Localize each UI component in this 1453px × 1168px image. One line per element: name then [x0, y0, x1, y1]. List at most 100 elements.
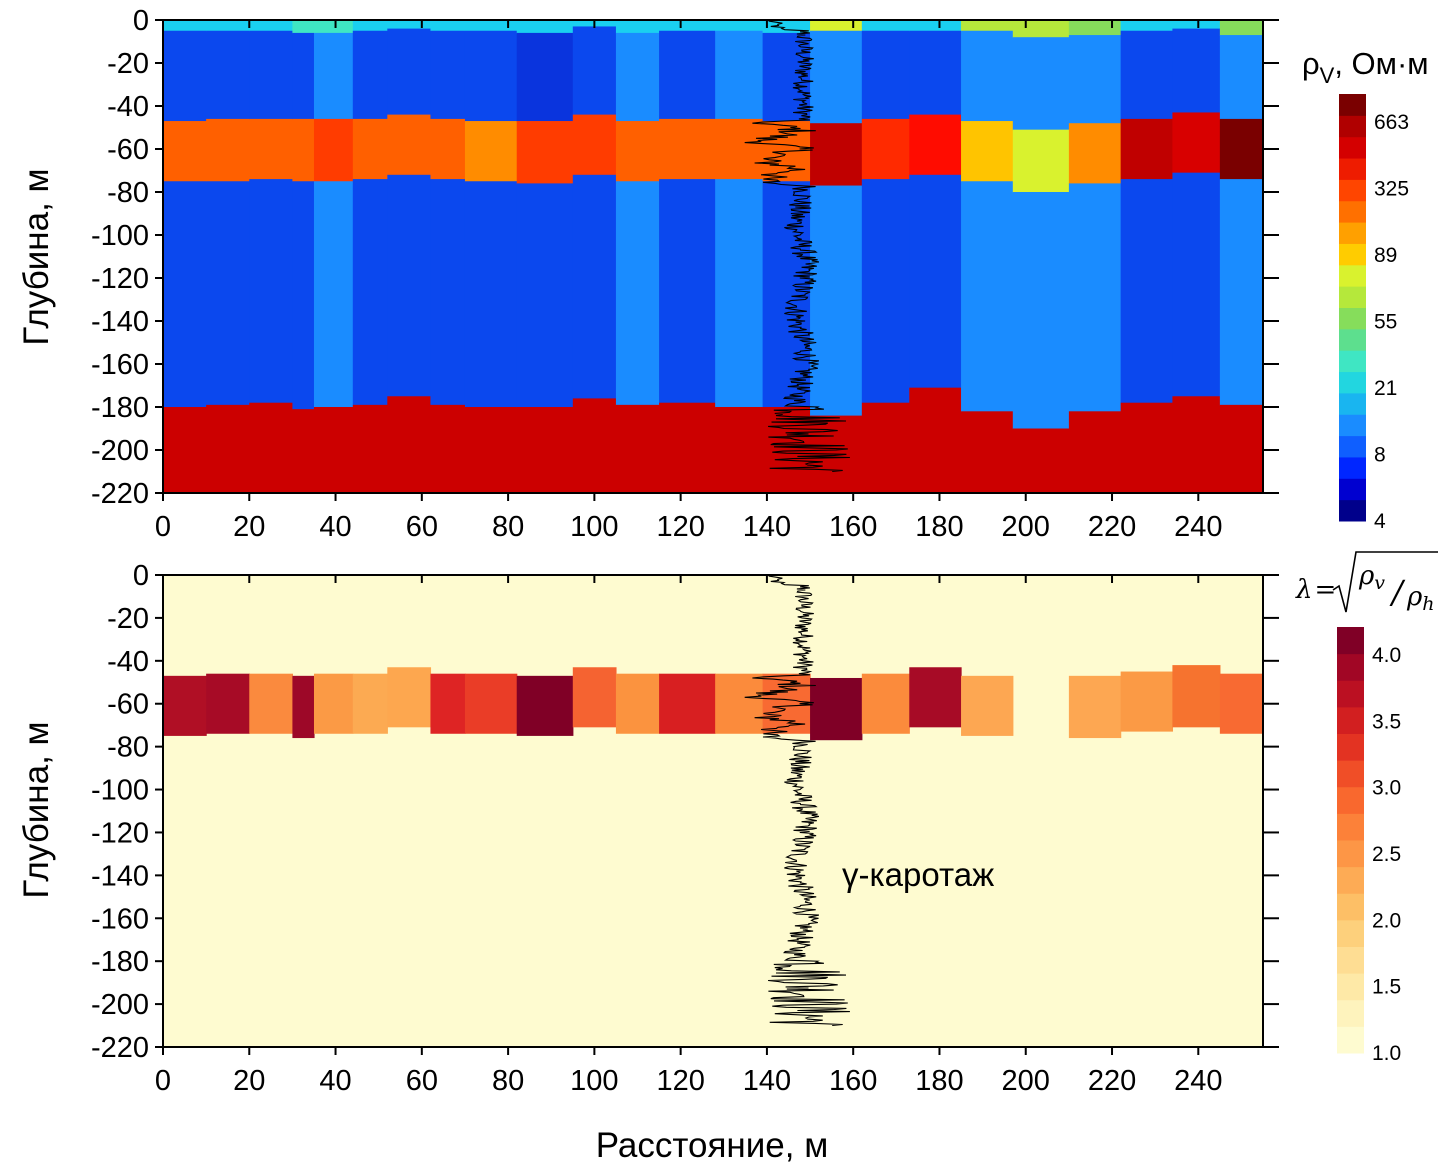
- cell-col16-layer3: [861, 179, 910, 404]
- cell-col13-layer4: [715, 407, 764, 494]
- cell-col16-layer0: [861, 20, 910, 32]
- colorbar-band-10: [1339, 286, 1366, 308]
- colorbar-band-2: [1339, 456, 1366, 479]
- colorbar-band-17: [1339, 136, 1366, 159]
- cell-col2-layer2: [249, 118, 294, 180]
- cell-col11-layer0: [615, 20, 660, 34]
- cell-col3-layer3: [292, 181, 315, 410]
- cell-col3-layer4: [292, 409, 315, 494]
- bottom-panel-lambda: 0 20 40 60 80 100 120 140 160 180 200 220 240 0 -20 -4…: [17, 560, 1279, 1165]
- lambda-cell-22: [1219, 673, 1264, 734]
- cell-col12-layer2: [659, 118, 716, 180]
- cell-col12-layer0: [659, 20, 716, 32]
- cell-col23-layer2: [1219, 118, 1264, 180]
- cell-col4-layer0: [313, 20, 354, 34]
- cell-col22-layer2: [1172, 112, 1221, 174]
- x-tick-label-200: 200: [1002, 511, 1050, 543]
- cell-col7-layer0: [430, 20, 466, 32]
- rho-h-symbol: ρ: [1406, 582, 1423, 612]
- cell-col22-layer1: [1172, 28, 1221, 114]
- cell-col7-layer3: [430, 179, 466, 406]
- bottom-colorbar-ticks: 4.0 3.5 3.0 2.5 2.0 1.5 1.0: [1372, 644, 1401, 1065]
- cell-col10-layer4: [572, 398, 617, 494]
- cell-col19-layer0: [1012, 20, 1070, 38]
- cell-col1-layer3: [206, 181, 250, 406]
- cell-col21-layer4: [1120, 402, 1174, 494]
- colorbar-tick-2.0: 2.0: [1372, 909, 1401, 932]
- colorbar-tick-8: 8: [1374, 444, 1386, 467]
- cell-col18-layer3: [961, 181, 1014, 412]
- y-tick-label--60: -60: [107, 134, 149, 166]
- formula-slash: /: [1389, 573, 1406, 611]
- colorbar-band-4: [1337, 919, 1364, 947]
- cell-col6-layer3: [387, 174, 432, 397]
- top-colorbar-title: ρV, Ом·м: [1302, 46, 1429, 88]
- cell-col0-layer1: [163, 30, 207, 122]
- colorbar-band-13: [1337, 680, 1364, 708]
- colorbar-tick-21: 21: [1374, 377, 1397, 400]
- cell-col6-layer2: [387, 114, 432, 176]
- bottom-plot-frame: [162, 574, 1264, 1048]
- lambda-cell-5: [352, 673, 388, 734]
- y-tick-label--20: -20: [107, 603, 149, 635]
- cell-col19-layer2: [1012, 129, 1070, 193]
- cell-col20-layer3: [1068, 183, 1122, 412]
- colorbar-band-15: [1339, 179, 1366, 202]
- colorbar-band-18: [1339, 115, 1366, 138]
- bottom-x-ticks: 0 20 40 60 80 100 120 140 160 180 200 220 240: [155, 575, 1222, 1097]
- cell-col9-layer0: [516, 20, 574, 34]
- bottom-gamma-log-curve: [744, 574, 850, 1027]
- lambda-cell-15: [810, 677, 863, 741]
- colorbar-band-5: [1339, 392, 1366, 415]
- x-tick-label-40: 40: [319, 1065, 351, 1097]
- cell-col0-layer4: [163, 407, 207, 494]
- cell-col2-layer1: [249, 30, 294, 120]
- y-tick-label--100: -100: [91, 220, 149, 252]
- colorbar-tick-663: 663: [1374, 111, 1409, 134]
- cell-col14-layer3: [762, 181, 811, 408]
- colorbar-band-16: [1339, 158, 1366, 180]
- cell-col16-layer2: [861, 118, 910, 180]
- colorbar-band-0: [1337, 1026, 1364, 1054]
- x-axis-label: Расстояние, м: [596, 1126, 829, 1165]
- cell-col4-layer2: [313, 118, 354, 182]
- lambda-equals: λ=: [1295, 575, 1336, 605]
- cell-col11-layer2: [615, 121, 660, 182]
- cell-col16-layer1: [861, 30, 910, 120]
- cell-col0-layer0: [163, 20, 207, 32]
- rho-h-subscript: h: [1422, 593, 1434, 615]
- cell-col4-layer1: [313, 32, 354, 120]
- cell-col17-layer4: [909, 387, 962, 494]
- colorbar-band-3: [1337, 946, 1364, 974]
- x-tick-label-60: 60: [406, 511, 438, 543]
- y-tick-label--220: -220: [91, 1032, 149, 1064]
- lambda-cell-0: [163, 675, 207, 736]
- lambda-cell-17: [909, 667, 962, 728]
- x-tick-label-220: 220: [1088, 511, 1136, 543]
- cell-col5-layer3: [352, 179, 388, 406]
- cell-col11-layer3: [615, 181, 660, 406]
- top-colorbar: 663 325 89 55 21 8 4 ρV, Ом·м: [1302, 46, 1429, 533]
- x-tick-label-220: 220: [1088, 1065, 1136, 1097]
- cell-col18-layer2: [961, 121, 1014, 182]
- cell-col9-layer4: [516, 407, 574, 494]
- colorbar-band-19: [1339, 94, 1366, 116]
- cell-col17-layer3: [909, 174, 962, 389]
- y-tick-label--180: -180: [91, 392, 149, 424]
- y-tick-label--80: -80: [107, 177, 149, 209]
- colorbar-band-6: [1339, 371, 1366, 394]
- cell-col8-layer0: [464, 20, 518, 32]
- y-tick-label--20: -20: [107, 48, 149, 80]
- bottom-y-axis-label: Глубина, м: [17, 721, 56, 898]
- colorbar-band-9: [1339, 307, 1366, 330]
- cell-col6-layer1: [387, 28, 432, 116]
- x-tick-label-40: 40: [319, 511, 351, 543]
- cell-col13-layer0: [715, 20, 764, 32]
- colorbar-band-7: [1339, 350, 1366, 373]
- cell-col17-layer1: [909, 30, 962, 116]
- lambda-cell-11: [615, 673, 660, 734]
- cell-col14-layer1: [762, 32, 811, 122]
- bottom-background: [163, 575, 1263, 1047]
- y-tick-label--120: -120: [91, 263, 149, 295]
- cell-col7-layer1: [430, 30, 466, 120]
